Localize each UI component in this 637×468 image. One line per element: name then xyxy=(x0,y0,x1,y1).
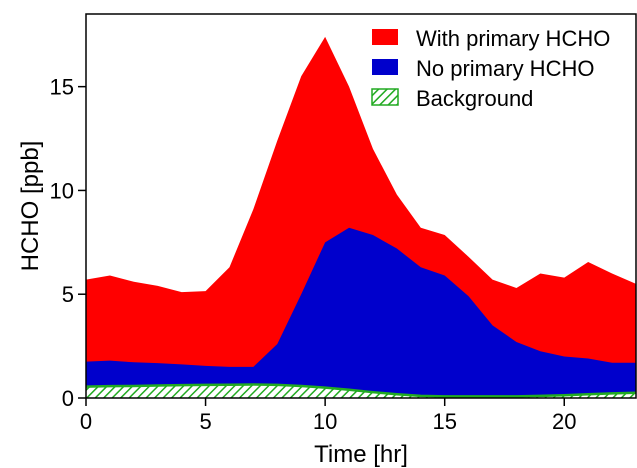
plot-frame xyxy=(85,13,637,399)
legend-swatch-background xyxy=(371,88,399,106)
background-top-line xyxy=(85,383,637,398)
x-tick-label: 20 xyxy=(552,409,576,434)
y-axis-label: HCHO [ppb] xyxy=(17,141,44,272)
y-tick-label: 5 xyxy=(62,282,74,307)
x-axis-label: Time [hr] xyxy=(314,441,408,468)
legend-swatch-with-primary xyxy=(372,29,398,45)
y-tick-label: 0 xyxy=(62,386,74,411)
x-tick-label: 10 xyxy=(313,409,337,434)
area-no-primary-hcho xyxy=(86,227,636,398)
legend-label-with-primary: With primary HCHO xyxy=(416,26,610,51)
ticks-layer: 0 5 10 15 20 0 5 10 15 xyxy=(50,75,577,434)
area-with-primary-hcho xyxy=(86,36,636,399)
y-tick-label: 10 xyxy=(50,178,74,203)
legend-swatch-no-primary xyxy=(372,59,398,75)
legend-label-background: Background xyxy=(416,86,533,111)
x-tick-label: 5 xyxy=(199,409,211,434)
x-tick-label: 15 xyxy=(432,409,456,434)
y-tick-label: 15 xyxy=(50,75,74,100)
legend: With primary HCHO No primary HCHO Backgr… xyxy=(371,26,610,111)
area-layer xyxy=(85,36,637,399)
x-tick-label: 0 xyxy=(80,409,92,434)
legend-label-no-primary: No primary HCHO xyxy=(416,56,594,81)
